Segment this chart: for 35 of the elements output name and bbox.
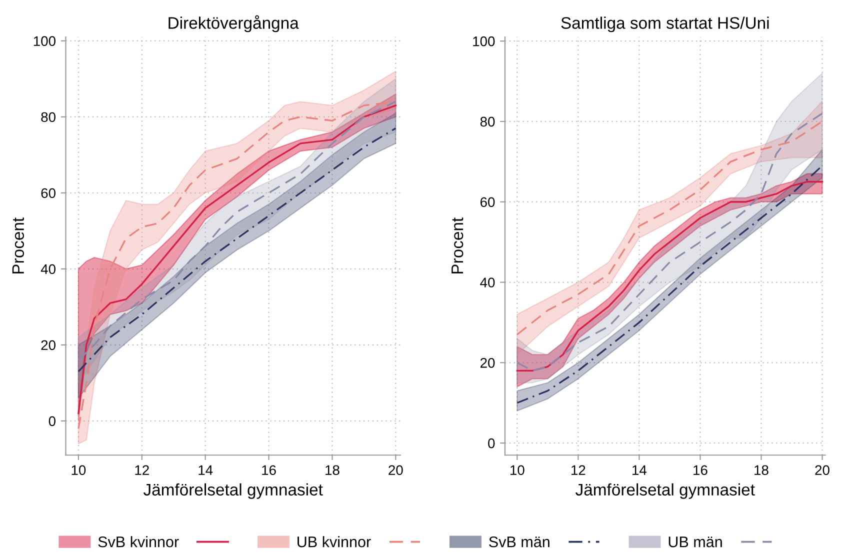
x-tick-label: 10 [510,465,524,476]
y-tick-label: 0 [48,416,56,426]
x-tick-label: 18 [754,465,768,476]
x-tick-label: 10 [72,465,86,476]
y-tick-label: 100 [34,36,56,46]
x-tick-label: 20 [388,465,403,476]
x-tick-label: 14 [632,465,647,475]
y-tick-label: 60 [41,188,56,198]
x-tick-label: 16 [694,465,708,476]
y-tick-label: 80 [480,116,495,127]
legend-label: SvB män [489,536,550,548]
y-tick-label: 40 [40,264,56,274]
x-axis-title: Jämförelsetal gymnasiet [576,483,755,499]
y-axis-title: Procent [452,217,464,274]
legend-label: SvB kvinnor [98,536,179,548]
x-tick-label: 18 [326,465,340,476]
legend-label: UB kvinnor [298,536,371,548]
x-tick-label: 20 [815,465,830,476]
x-tick-label: 16 [262,465,276,476]
x-axis-title: Jämförelsetal gymnasiet [144,483,323,499]
y-tick-label: 20 [480,358,495,368]
y-tick-label: 80 [41,112,56,122]
x-tick-label: 14 [198,465,213,475]
chart-title: Samtliga som startat HS/Uni [561,16,769,32]
x-tick-label: 12 [135,465,149,475]
y-tick-label: 20 [41,340,56,350]
chart-title: Direktövergångna [168,15,299,32]
line-series [516,120,824,336]
y-tick-label: 40 [480,278,495,288]
y-tick-label: 0 [488,438,495,448]
y-axis-title: Procent [12,217,24,274]
y-tick-label: 100 [473,36,495,46]
legend-label: UB män [668,536,722,548]
x-tick-label: 12 [572,465,586,475]
y-tick-label: 60 [480,197,495,208]
